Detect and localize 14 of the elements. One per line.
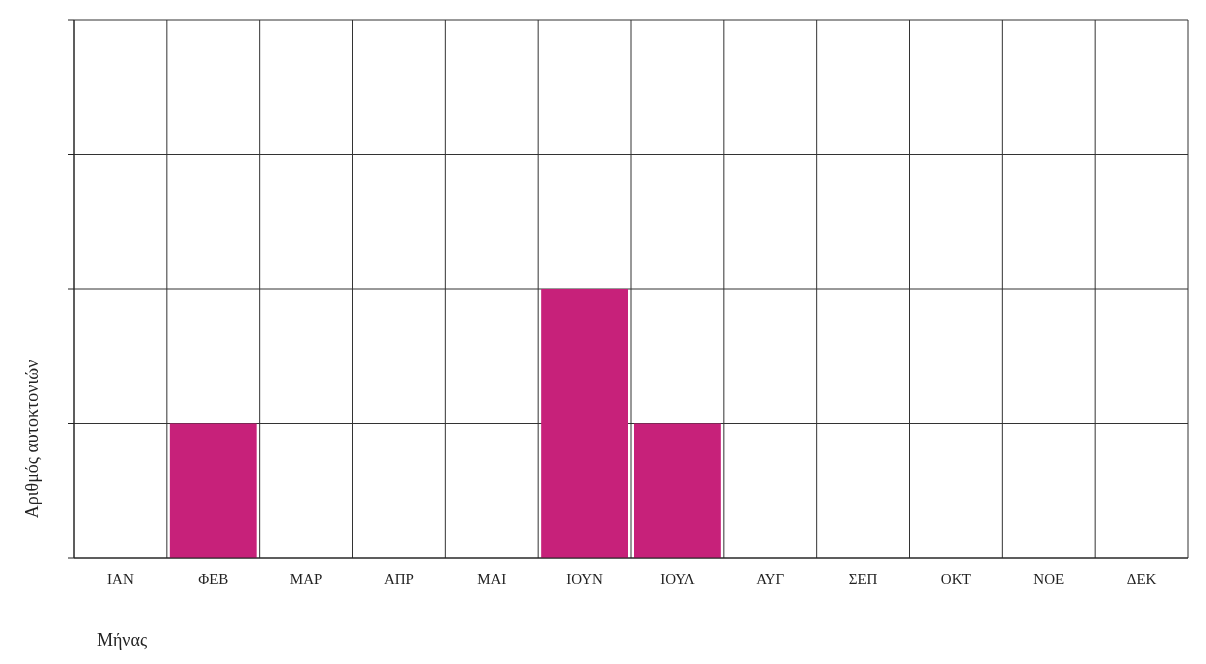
x-tick-label: ΑΥΓ xyxy=(756,571,785,587)
x-tick-label: ΙΟΥΝ xyxy=(566,571,604,587)
x-tick-label: ΦΕΒ xyxy=(198,571,229,587)
x-tick-label: ΜΑΙ xyxy=(477,571,507,587)
x-axis-title: Μήνας xyxy=(96,630,148,650)
x-tick-label: ΟΚΤ xyxy=(940,571,971,587)
x-tick-label: ΔΕΚ xyxy=(1126,571,1157,587)
x-tick-label: ΣΕΠ xyxy=(848,571,878,587)
x-tick-label: ΙΑΝ xyxy=(107,571,134,587)
x-tick-label: ΝΟΕ xyxy=(1033,571,1065,587)
x-tick-label: ΑΠΡ xyxy=(383,571,414,587)
x-tick-label: ΜΑΡ xyxy=(289,571,323,587)
x-tick-label: ΙΟΥΛ xyxy=(660,571,695,587)
y-axis-title: Αριθμός αυτοκτονιών xyxy=(22,359,42,519)
